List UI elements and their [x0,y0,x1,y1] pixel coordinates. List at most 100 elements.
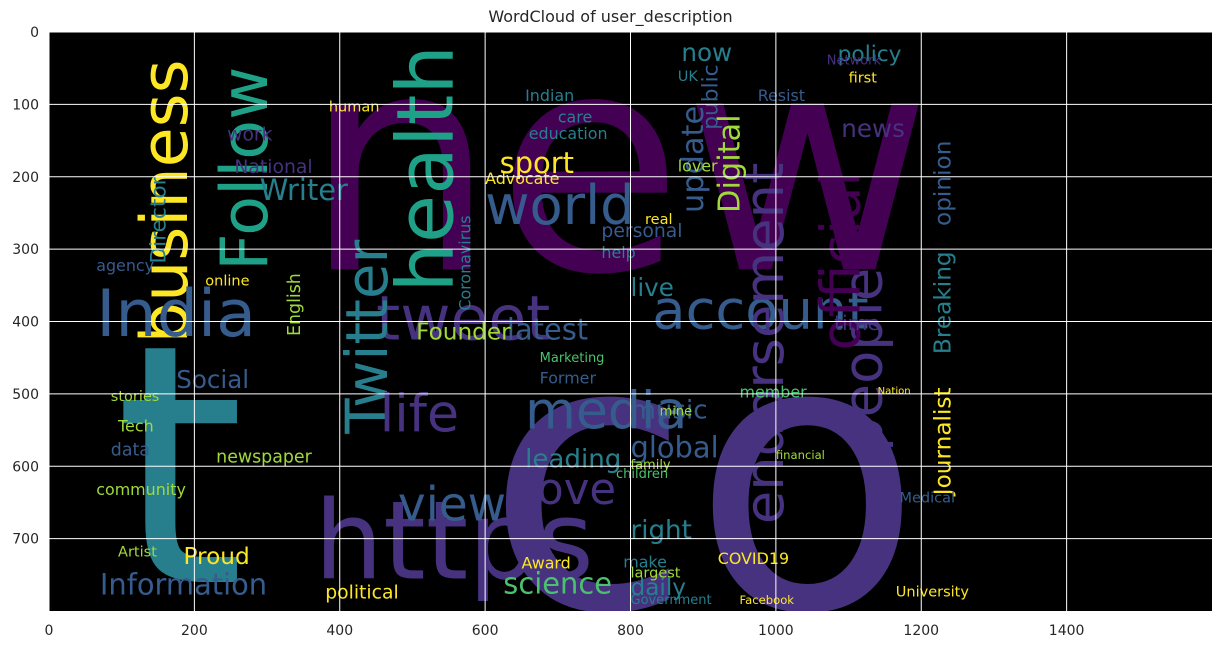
word-stories: stories [111,389,160,405]
word-follow: Follow [208,67,283,271]
word-community: community [96,480,186,499]
word-digital: Digital [713,114,748,213]
y-tick-label: 400 [12,315,39,331]
word-media: media [525,382,687,442]
word-now: now [681,38,732,67]
y-tick-label: 200 [12,170,39,186]
word-online: online [205,273,249,289]
y-tick-label: 700 [12,532,39,548]
x-tick-label: 0 [45,623,54,639]
word-sport: sport [500,146,574,180]
y-tick-label: 0 [30,25,39,41]
word-artist: Artist [118,545,157,561]
word-proud: Proud [183,543,249,570]
word-newspaper: newspaper [216,448,312,468]
y-tick-label: 600 [12,459,39,475]
word-information: Information [100,567,267,601]
x-axis: 0 200 400 600 800 1000 1200 1400 [45,623,1085,639]
word-founder: Founder [416,319,511,346]
word-largest: largest [631,566,681,582]
word-facebook: Facebook [740,593,795,607]
word-covid19: COVID19 [718,549,789,568]
word-national: National [234,157,312,178]
word-latest: latest [507,313,588,347]
word-new: new [303,0,931,341]
word-first: first [849,71,878,87]
word-news: news [841,114,905,143]
word-care: care [558,107,592,126]
word-political: political [325,583,398,604]
word-education: education [529,124,608,143]
word-personal: personal [601,221,682,242]
word-co: co [485,258,922,648]
word-writer: Writer [260,173,348,207]
word-twitter: Twitter [333,239,401,434]
word-advocate: Advocate [485,169,559,188]
word-indian: Indian [525,86,574,105]
word-https: https [314,477,594,604]
word-right: right [631,516,692,546]
word-music: music [631,395,708,425]
word-india: India [96,277,256,352]
word-financial: financial [776,448,825,462]
word-people: people [831,268,894,452]
word-university: University [896,585,970,601]
x-tick-label: 1400 [1049,623,1085,639]
word-coronavirus: Coronavirus [456,215,475,310]
word-policy: policy [838,42,902,67]
word-daily: daily [631,574,687,601]
word-global: global [631,431,719,465]
word-director: Director [146,176,171,263]
word-live: live [631,273,674,302]
word-children: children [616,467,668,482]
word-life: life [380,385,459,445]
x-tick-label: 600 [472,623,499,639]
word-t: t [114,273,245,648]
word-medical: Medical [899,490,955,506]
word-english: English [285,273,305,336]
word-award: Award [521,553,570,572]
word-account: account [652,279,868,342]
y-tick-label: 500 [12,387,39,403]
word-business: business [128,59,203,343]
x-tick-label: 400 [326,623,353,639]
x-tick-label: 800 [617,623,644,639]
word-nation: Nation [878,386,911,397]
word-update: update [676,106,711,213]
word-former: Former [540,369,597,388]
word-science: science [503,567,612,601]
word-member: member [740,382,808,401]
word-social: Social [176,365,249,394]
word-data: data [111,440,150,460]
word-opinion: opinion [929,141,956,226]
word-time: time [834,311,880,335]
y-tick-label: 300 [12,242,39,258]
word-public: public [699,64,724,129]
word-government: Government [631,593,712,608]
word-human: human [329,100,380,116]
word-agency: agency [96,256,154,275]
word-endorsement: endorsement [733,163,796,525]
word-uk: UK [678,69,699,85]
word-world: world [485,174,635,237]
word-resist: Resist [758,86,805,105]
word-leading: leading [525,445,621,475]
x-tick-label: 1200 [903,623,939,639]
word-journalist: Journalist [929,387,956,497]
word-help: help [601,243,635,262]
word-tech: Tech [117,417,154,436]
word-work: work [227,125,273,146]
y-tick-label: 100 [12,97,39,113]
word-mine: mine [660,405,693,420]
grid-lines [49,32,1212,611]
word-official: official [809,171,872,350]
word-marketing: Marketing [540,351,605,366]
word-real: real [645,212,672,228]
x-tick-label: 1000 [758,623,794,639]
word-network: Network [827,54,882,69]
word-love: love [525,465,616,515]
word-health: health [380,45,471,293]
word-view: view [398,478,506,533]
